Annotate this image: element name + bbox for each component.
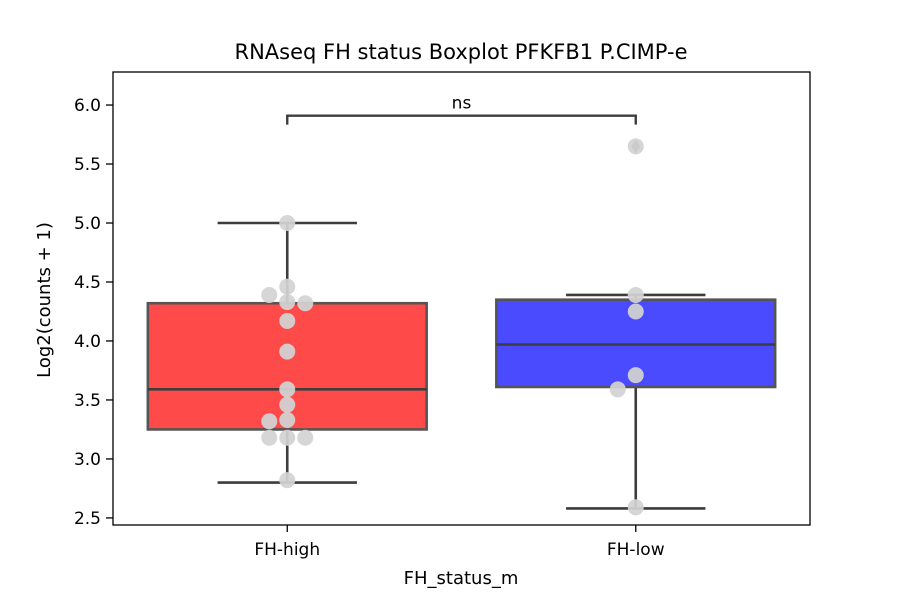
data-point-fh-low xyxy=(627,303,644,320)
y-tick-label: 4.0 xyxy=(74,332,101,352)
data-point-fh-high xyxy=(279,412,296,429)
significance-bracket xyxy=(286,114,637,125)
y-tick-label: 4.5 xyxy=(74,273,101,293)
data-point-fh-high xyxy=(279,472,296,489)
x-tick-label-fh-high: FH-high xyxy=(254,540,320,560)
data-point-fh-high xyxy=(279,278,296,295)
data-point-fh-high xyxy=(279,381,296,398)
y-axis-label: Log2(counts + 1) xyxy=(34,222,55,378)
x-axis-label: FH_status_m xyxy=(404,568,519,589)
data-point-fh-high xyxy=(279,294,296,311)
plot-area: ns 2.5 3.0 3.5 4.0 4.5 5.0 5.5 6.0 FH-high FH-low xyxy=(74,71,811,560)
data-point-fh-high xyxy=(297,429,314,446)
chart-title: RNAseq FH status Boxplot PFKFB1 P.CIMP-e xyxy=(234,40,687,64)
x-tick-label-fh-low: FH-low xyxy=(607,540,665,560)
data-point-fh-low xyxy=(627,286,644,303)
data-point-fh-high xyxy=(261,413,278,430)
data-point-fh-low xyxy=(627,138,644,155)
data-point-fh-high xyxy=(279,215,296,231)
data-point-fh-low xyxy=(627,499,644,516)
y-tick-label: 6.0 xyxy=(74,96,101,116)
y-tick-label: 3.5 xyxy=(74,391,101,411)
data-point-fh-low xyxy=(627,367,644,384)
data-point-fh-high xyxy=(279,396,296,413)
y-tick-label: 3.0 xyxy=(74,450,101,470)
data-point-fh-high xyxy=(261,429,278,446)
data-point-fh-high xyxy=(279,312,296,329)
y-tick-label: 2.5 xyxy=(74,509,101,529)
y-tick-label: 5.0 xyxy=(74,214,101,234)
data-point-fh-low xyxy=(609,381,626,398)
data-point-fh-high xyxy=(279,429,296,446)
significance-label: ns xyxy=(452,94,472,114)
data-point-fh-high xyxy=(261,286,278,303)
data-point-fh-high xyxy=(297,295,314,312)
y-tick-label: 5.5 xyxy=(74,155,101,175)
data-point-fh-high xyxy=(279,343,296,360)
plot-frame xyxy=(112,71,811,526)
